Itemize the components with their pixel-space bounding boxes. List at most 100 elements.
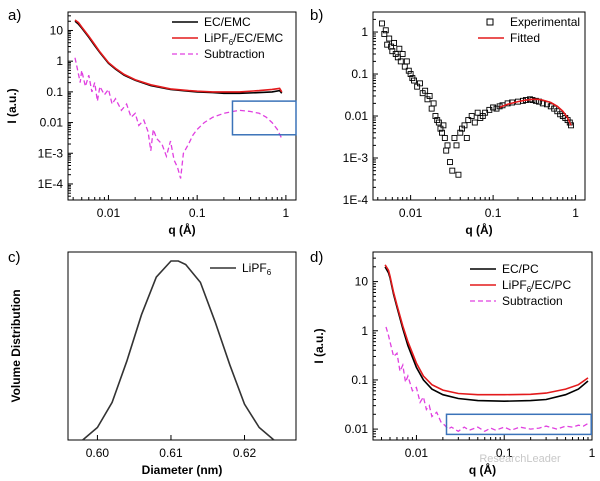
series-line <box>74 19 283 93</box>
data-point <box>399 51 406 57</box>
x-tick-label: 0.1 <box>189 206 206 220</box>
legend-label-tail: /EC/EMC <box>233 31 283 45</box>
x-tick-label: 1 <box>589 446 596 460</box>
legend: Experimental Fitted <box>478 15 580 45</box>
y-tick-label: 0.1 <box>351 67 368 81</box>
legend-label: EC/PC <box>502 262 539 276</box>
y-tick-label: 0.01 <box>40 116 64 130</box>
y-tick-label: 1E-3 <box>38 146 64 160</box>
data-point <box>382 27 389 34</box>
data-point <box>440 122 447 129</box>
legend: LiPF6 <box>210 261 272 277</box>
y-tick-label: 1 <box>56 54 63 68</box>
panel-label: d) <box>310 249 323 266</box>
legend-label: LiPF6 <box>242 261 272 277</box>
legend-label: LiPF6/EC/PC <box>502 278 571 294</box>
plot-area <box>384 264 589 433</box>
y-tick-label: 0.01 <box>345 422 369 436</box>
legend-label: Fitted <box>510 31 540 45</box>
data-point <box>432 113 439 119</box>
series-line <box>499 98 572 126</box>
data-point <box>465 117 472 124</box>
plot-area <box>74 19 283 179</box>
data-point <box>461 122 468 129</box>
watermark: ResearchLeader <box>479 453 561 465</box>
series-line <box>385 326 589 433</box>
x-tick-label: 0.01 <box>97 206 121 220</box>
x-axis-title: q (Å) <box>168 222 195 237</box>
panel-label: a) <box>8 7 21 24</box>
data-point <box>426 93 433 99</box>
data-point <box>568 122 574 129</box>
x-tick-label: 0.60 <box>86 446 110 460</box>
highlight-box <box>445 413 592 436</box>
x-tick-label: 0.1 <box>496 446 513 460</box>
panel-label: b) <box>310 7 323 24</box>
plot-area <box>82 260 275 440</box>
x-axis-title: Diameter (nm) <box>142 463 223 477</box>
data-point <box>407 71 414 77</box>
y-tick-label: 0.01 <box>345 109 369 123</box>
x-tick-label: 1 <box>283 206 290 220</box>
x-tick-label: 0.61 <box>159 446 183 460</box>
y-tick-label: 1E-3 <box>343 151 369 165</box>
data-point <box>441 135 448 141</box>
data-point <box>457 129 464 136</box>
panel-c: c) 0.60 0.61 0.62 Diameter (nm) Volume Distri… <box>8 249 297 477</box>
data-point <box>455 171 462 178</box>
plot-frame <box>372 11 586 201</box>
data-point <box>468 113 475 119</box>
legend-label-subscript: 6 <box>267 268 272 277</box>
y-tick-label: 10 <box>50 23 64 37</box>
series-line <box>74 57 283 179</box>
y-tick-label: 0.1 <box>351 373 368 387</box>
legend-label: EC/EMC <box>204 15 251 29</box>
data-point <box>453 142 460 149</box>
plot-frame <box>67 251 297 441</box>
data-point <box>379 20 385 27</box>
x-tick-label: 0.01 <box>399 206 423 220</box>
data-point <box>474 109 481 116</box>
data-point <box>532 97 539 104</box>
legend-label-main: LiPF <box>204 31 229 45</box>
data-point <box>443 147 450 154</box>
legend-label: Subtraction <box>502 294 563 308</box>
data-point <box>384 41 391 48</box>
y-axis-title: Volume Distribution <box>9 289 23 402</box>
data-point <box>397 58 404 65</box>
legend-label-tail: /EC/PC <box>531 278 571 292</box>
data-point <box>403 58 410 65</box>
x-tick-label: 1 <box>572 206 579 220</box>
data-point <box>417 80 423 87</box>
data-point <box>386 35 393 42</box>
data-point <box>428 105 435 112</box>
series-line <box>82 260 275 440</box>
legend-marker <box>486 18 494 26</box>
legend-label: Experimental <box>510 15 580 29</box>
legend-label: Subtraction <box>204 47 265 61</box>
x-axis-title: q (Å) <box>465 222 492 237</box>
data-point <box>411 77 417 84</box>
x-axis-title: q (Å) <box>469 462 496 477</box>
highlight-box <box>231 100 297 136</box>
data-point <box>437 125 444 132</box>
y-tick-label: 10 <box>355 275 369 289</box>
data-point <box>471 119 478 126</box>
plot-area <box>379 20 574 178</box>
x-tick-label: 0.62 <box>233 446 257 460</box>
data-point <box>381 31 388 37</box>
legend-label-main: LiPF <box>502 278 527 292</box>
data-point <box>444 142 451 149</box>
y-tick-label: 0.1 <box>46 85 63 99</box>
legend-label-subscript: 6 <box>229 38 234 47</box>
panel-d: d) 0.01 0.1 1 10 1 0.1 0.01 q (Å) I (a.u.) EC/PC Li… <box>310 249 596 477</box>
y-tick-label: 1 <box>361 324 368 338</box>
data-point <box>490 104 497 111</box>
data-point <box>451 135 458 141</box>
x-tick-label: 0.01 <box>405 446 429 460</box>
y-axis-title: I (a.u.) <box>5 88 19 123</box>
data-point <box>391 39 398 46</box>
data-point <box>430 100 437 107</box>
